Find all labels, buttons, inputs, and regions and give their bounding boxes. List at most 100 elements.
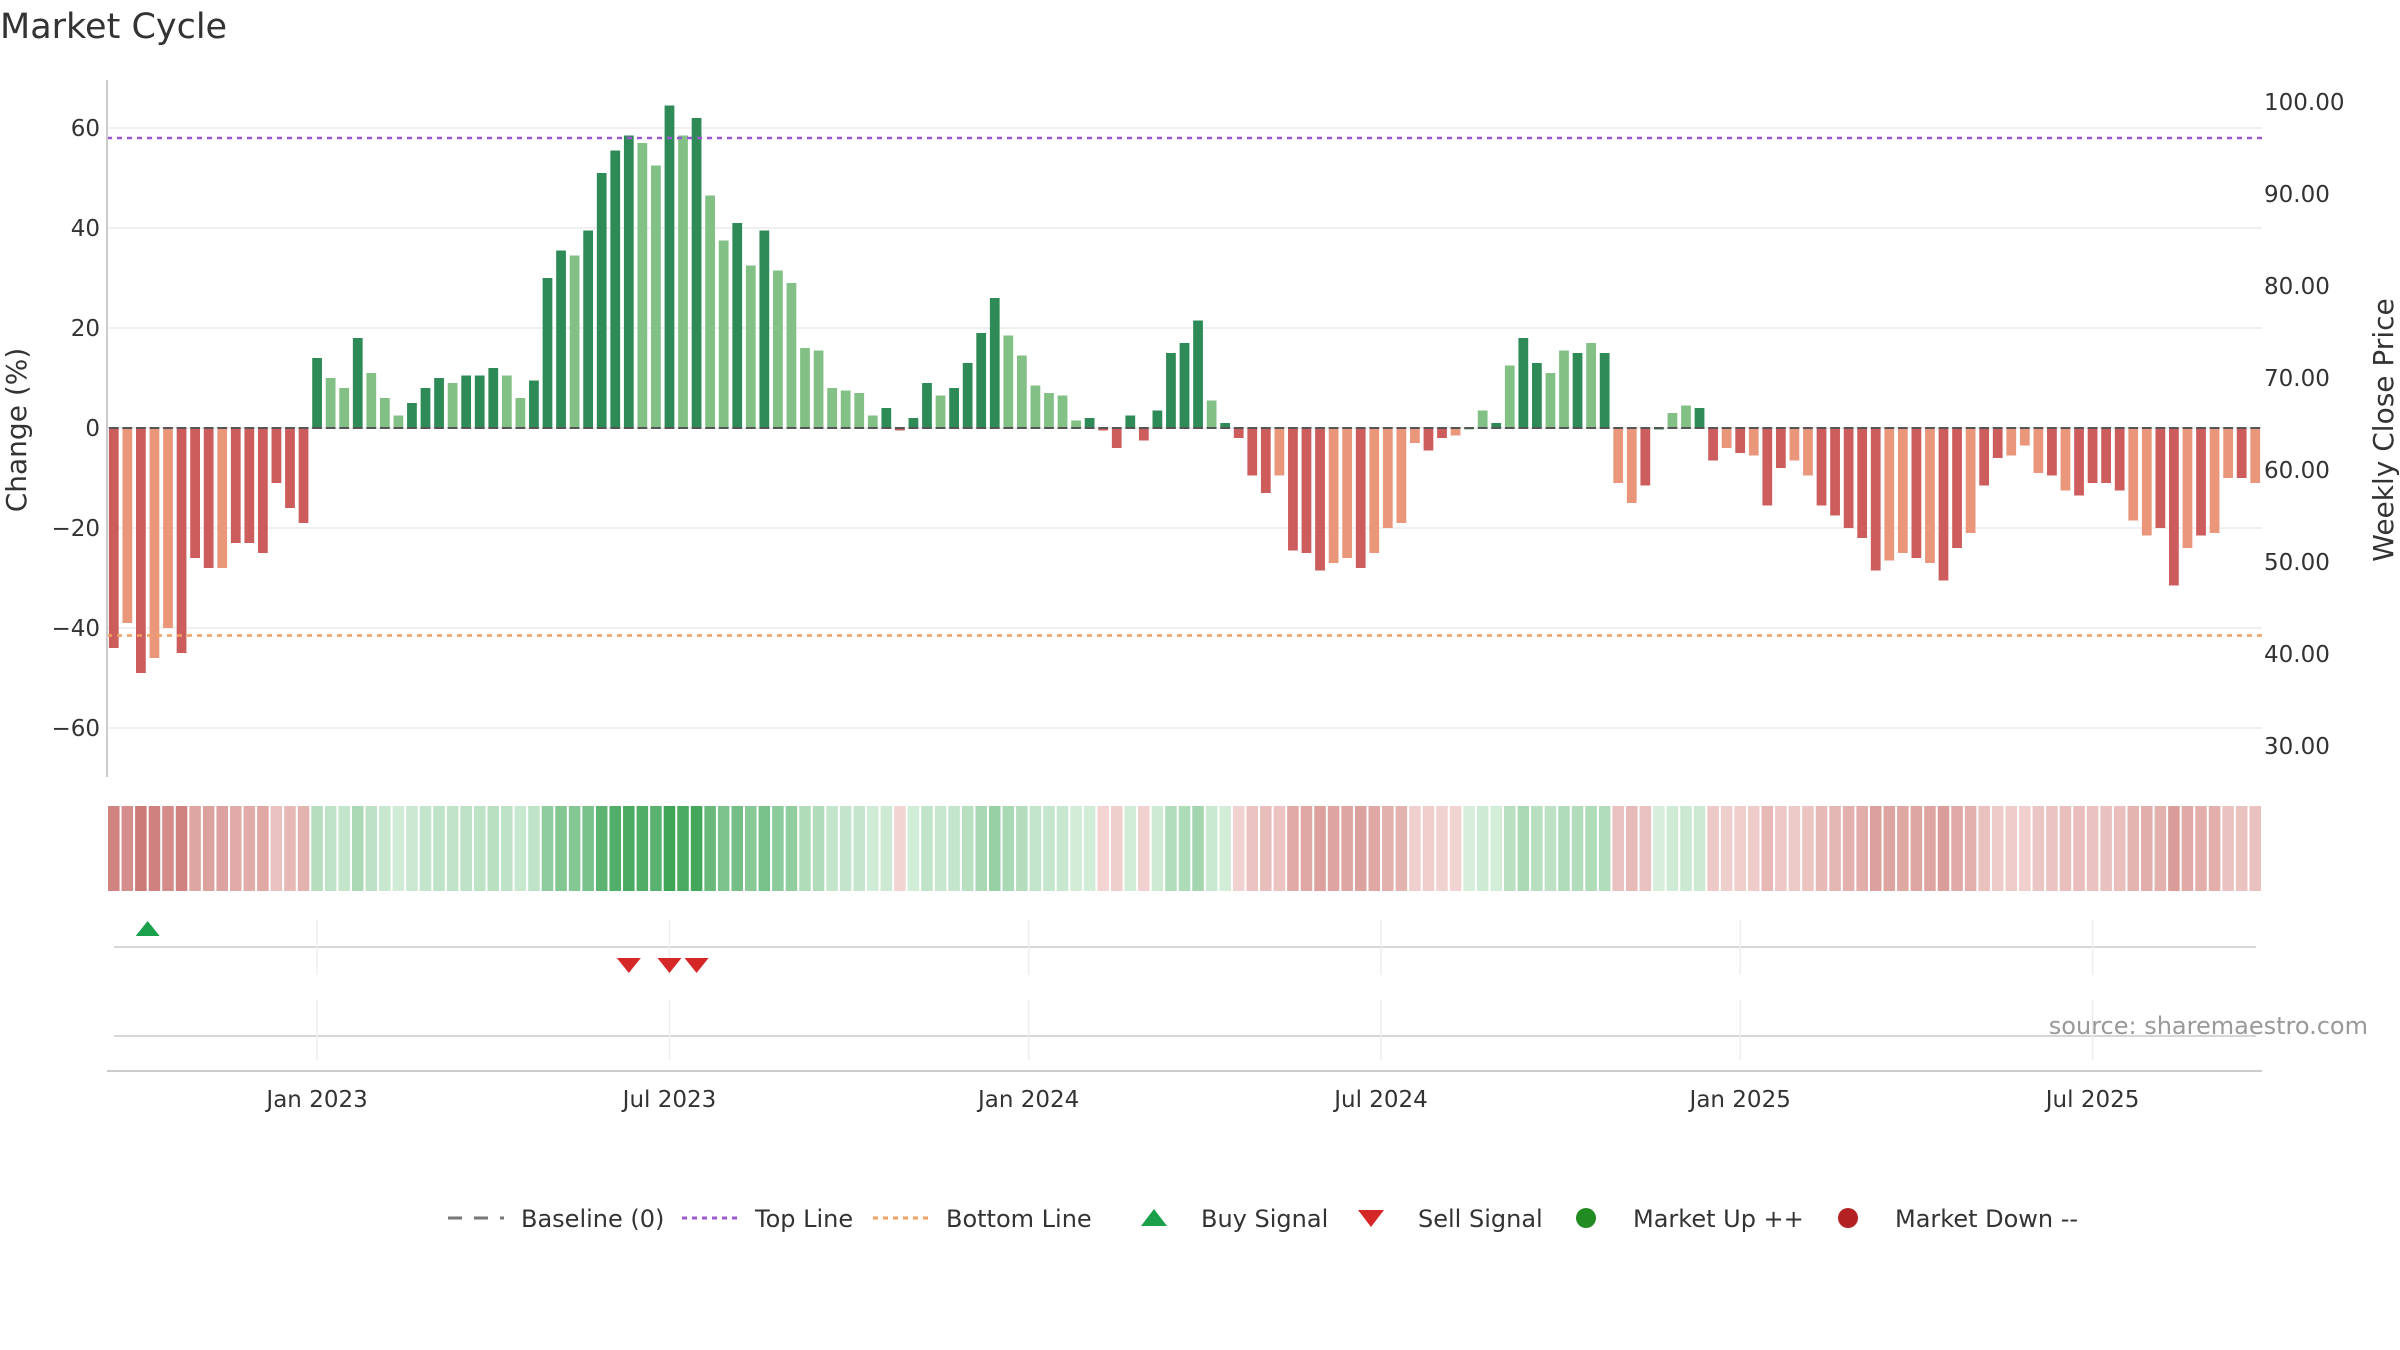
bar: [542, 278, 553, 428]
heat-cell: [1558, 806, 1570, 891]
heat-cell: [1124, 806, 1137, 891]
y-tick-label: 0: [85, 416, 100, 442]
heat-cell: [731, 806, 744, 891]
bar: [1044, 393, 1054, 428]
heat-cell: [1693, 806, 1706, 891]
bar: [1003, 335, 1014, 428]
y-tick-label: −60: [51, 716, 100, 742]
heat-cell: [1666, 806, 1679, 891]
bar: [1965, 428, 1976, 533]
heat-cell: [501, 806, 513, 891]
bar: [908, 418, 919, 428]
heat-cell: [324, 806, 337, 891]
bar: [325, 378, 336, 428]
x-tick-label: Jan 2025: [1688, 1087, 1791, 1113]
heat-cell: [894, 806, 906, 891]
buy-signal-marker: [135, 921, 160, 936]
heat-cell: [148, 806, 161, 891]
heat-cell: [1598, 806, 1611, 891]
heat-cell: [1788, 806, 1801, 891]
bar: [786, 283, 797, 428]
x-tick-label: Jul 2024: [1332, 1087, 1428, 1113]
bar: [1545, 373, 1556, 428]
heat-cell: [1232, 806, 1245, 891]
bar: [1992, 428, 2003, 458]
bar: [1586, 343, 1596, 428]
bar: [813, 350, 824, 428]
bar: [339, 388, 350, 428]
legend-item: Baseline (0): [448, 1205, 664, 1233]
legend-item: Sell Signal: [1358, 1205, 1543, 1233]
legend-label: Market Down --: [1895, 1205, 2078, 1233]
bar: [596, 173, 607, 428]
heat-cell: [1869, 806, 1882, 891]
bar: [2209, 428, 2220, 533]
heat-cell: [1354, 806, 1367, 891]
y2-axis-label: Weekly Close Price: [2367, 298, 2400, 561]
heat-cell: [1463, 806, 1475, 891]
y-tick-label: −20: [51, 516, 100, 542]
heat-cell: [1138, 806, 1150, 891]
bar: [1830, 428, 1840, 516]
bar: [2169, 428, 2179, 586]
heat-cell: [2005, 806, 2018, 891]
bar: [2196, 428, 2206, 536]
bar: [1775, 428, 1786, 468]
heat-cell: [1368, 806, 1381, 891]
heat-cell: [311, 806, 323, 891]
heat-cell: [1531, 806, 1543, 891]
bar: [556, 250, 566, 428]
bar: [637, 143, 648, 428]
legend-item: Market Up ++: [1576, 1205, 1804, 1233]
heat-cell: [541, 806, 554, 891]
legend-item: Buy Signal: [1141, 1205, 1328, 1233]
bar: [1233, 428, 1244, 438]
heat-cell: [1978, 806, 1990, 891]
y-tick-label: −40: [51, 616, 100, 642]
bar: [895, 428, 905, 431]
bar: [136, 428, 146, 673]
heat-cell: [907, 806, 920, 891]
heat-cell: [2046, 806, 2058, 891]
heat-cell: [1219, 806, 1231, 891]
bar: [1626, 428, 1637, 503]
y2-tick-label: 100.00: [2264, 90, 2344, 116]
bar: [298, 428, 309, 523]
bar: [922, 383, 932, 428]
heat-cell: [1910, 806, 1923, 891]
bar: [190, 428, 200, 558]
bar: [1274, 428, 1285, 476]
heat-cell: [297, 806, 310, 891]
bar: [1559, 350, 1569, 428]
legend-label: Sell Signal: [1418, 1205, 1543, 1233]
heat-cell: [1070, 806, 1082, 891]
heat-cell: [2181, 806, 2194, 891]
bar: [678, 135, 688, 428]
heat-cell: [758, 806, 771, 891]
heat-cell: [812, 806, 825, 891]
heat-cell: [121, 806, 134, 891]
bar: [1599, 353, 1610, 428]
bar: [1328, 428, 1339, 563]
bar: [163, 428, 173, 628]
heat-cell: [623, 806, 635, 891]
bar: [705, 195, 716, 428]
bar: [1247, 428, 1258, 476]
bar: [1315, 428, 1325, 571]
heat-cell: [135, 806, 147, 891]
heat-cell: [1761, 806, 1774, 891]
heat-cell: [1585, 806, 1597, 891]
bar: [949, 388, 959, 428]
bar: [379, 398, 390, 428]
bar: [745, 265, 756, 428]
change-bars: [108, 105, 2261, 673]
heat-cell: [216, 806, 228, 891]
y2-tick-label: 40.00: [2264, 642, 2330, 668]
heat-cell: [1991, 806, 2004, 891]
bar: [2101, 428, 2112, 483]
heat-cell: [1775, 806, 1787, 891]
heat-cell: [1192, 806, 1204, 891]
bar: [1477, 410, 1488, 428]
bar: [718, 240, 729, 428]
bar: [2250, 428, 2261, 483]
